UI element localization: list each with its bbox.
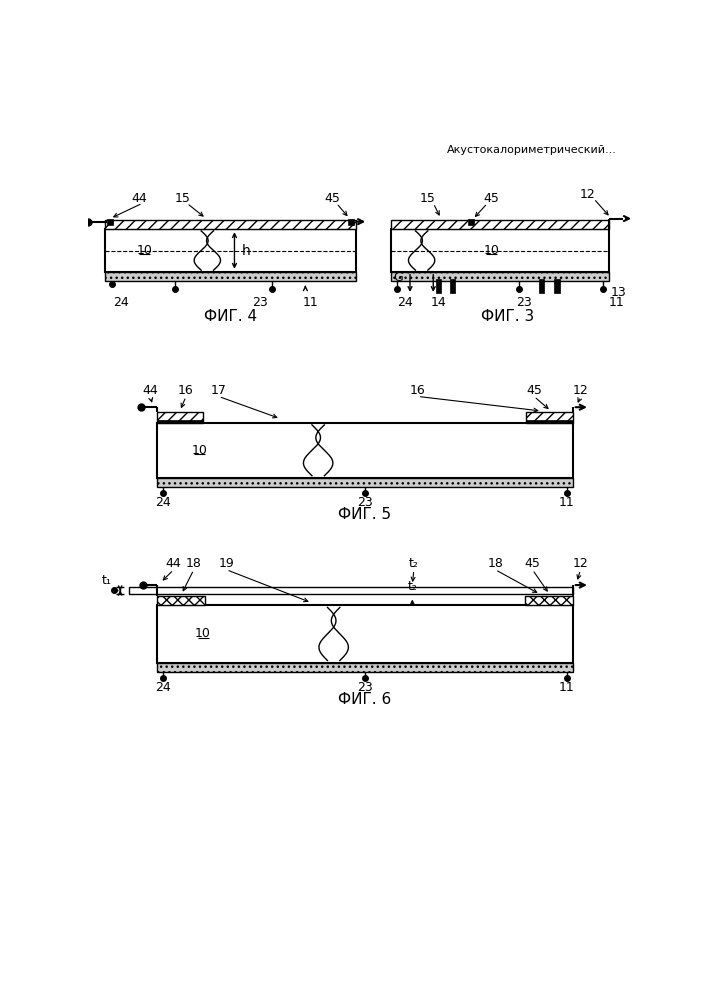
Text: G: G xyxy=(394,271,403,284)
Text: t₂: t₂ xyxy=(407,580,417,593)
Text: 12: 12 xyxy=(573,384,588,397)
Text: 11: 11 xyxy=(559,681,574,694)
Text: 24: 24 xyxy=(397,296,412,309)
Text: 45: 45 xyxy=(325,192,341,205)
Bar xyxy=(526,412,573,423)
Text: 23: 23 xyxy=(357,496,373,509)
Text: 19: 19 xyxy=(218,557,234,570)
Bar xyxy=(391,272,609,281)
Text: 11: 11 xyxy=(609,296,625,309)
Text: 17: 17 xyxy=(211,384,226,397)
Text: 18: 18 xyxy=(487,557,503,570)
Bar xyxy=(468,219,474,225)
Text: 10: 10 xyxy=(192,444,207,457)
Text: 14: 14 xyxy=(431,296,447,309)
Text: 23: 23 xyxy=(516,296,532,309)
Text: h: h xyxy=(243,244,251,258)
Bar xyxy=(156,596,204,605)
Text: 12: 12 xyxy=(573,557,588,570)
Bar xyxy=(156,423,573,478)
Bar xyxy=(525,596,573,605)
Text: 24: 24 xyxy=(113,296,129,309)
Text: 44: 44 xyxy=(143,384,158,397)
Text: ФИГ. 6: ФИГ. 6 xyxy=(338,692,391,707)
Bar xyxy=(156,605,573,663)
Bar xyxy=(105,272,356,281)
Text: 12: 12 xyxy=(580,188,595,201)
Text: 24: 24 xyxy=(155,496,170,509)
Bar xyxy=(526,420,573,423)
Text: 15: 15 xyxy=(175,192,191,205)
Text: 13: 13 xyxy=(611,286,626,299)
Text: ФИГ. 5: ФИГ. 5 xyxy=(338,507,391,522)
Bar xyxy=(156,478,573,487)
Text: t₂: t₂ xyxy=(409,557,419,570)
Text: 23: 23 xyxy=(357,681,373,694)
Text: ФИГ. 3: ФИГ. 3 xyxy=(481,309,534,324)
Text: 11: 11 xyxy=(559,496,574,509)
Text: 45: 45 xyxy=(525,557,540,570)
Bar xyxy=(391,220,609,229)
Bar xyxy=(156,420,203,423)
Text: Акустокалориметрический...: Акустокалориметрический... xyxy=(447,145,617,155)
Bar xyxy=(107,219,113,225)
Bar xyxy=(156,412,203,423)
Text: 44: 44 xyxy=(131,192,146,205)
Bar xyxy=(391,229,609,272)
Bar xyxy=(105,220,356,229)
Text: 11: 11 xyxy=(303,296,319,309)
Text: 10: 10 xyxy=(484,244,499,257)
Text: ФИГ. 4: ФИГ. 4 xyxy=(204,309,257,324)
Text: t₁: t₁ xyxy=(101,574,111,587)
Bar xyxy=(105,229,356,272)
Bar xyxy=(348,219,354,225)
Text: 18: 18 xyxy=(186,557,201,570)
Text: 24: 24 xyxy=(155,681,170,694)
Text: 10: 10 xyxy=(136,244,152,257)
Bar xyxy=(436,279,441,293)
Bar xyxy=(554,279,559,293)
Text: 10: 10 xyxy=(195,627,211,640)
Bar xyxy=(129,587,573,594)
Bar xyxy=(539,279,544,293)
Text: 16: 16 xyxy=(178,384,194,397)
Text: 15: 15 xyxy=(420,192,436,205)
Text: 44: 44 xyxy=(165,557,182,570)
Bar xyxy=(450,279,455,293)
Text: 45: 45 xyxy=(484,192,499,205)
Bar xyxy=(156,663,573,672)
Text: 23: 23 xyxy=(252,296,268,309)
Text: 16: 16 xyxy=(410,384,426,397)
Text: 45: 45 xyxy=(526,384,542,397)
